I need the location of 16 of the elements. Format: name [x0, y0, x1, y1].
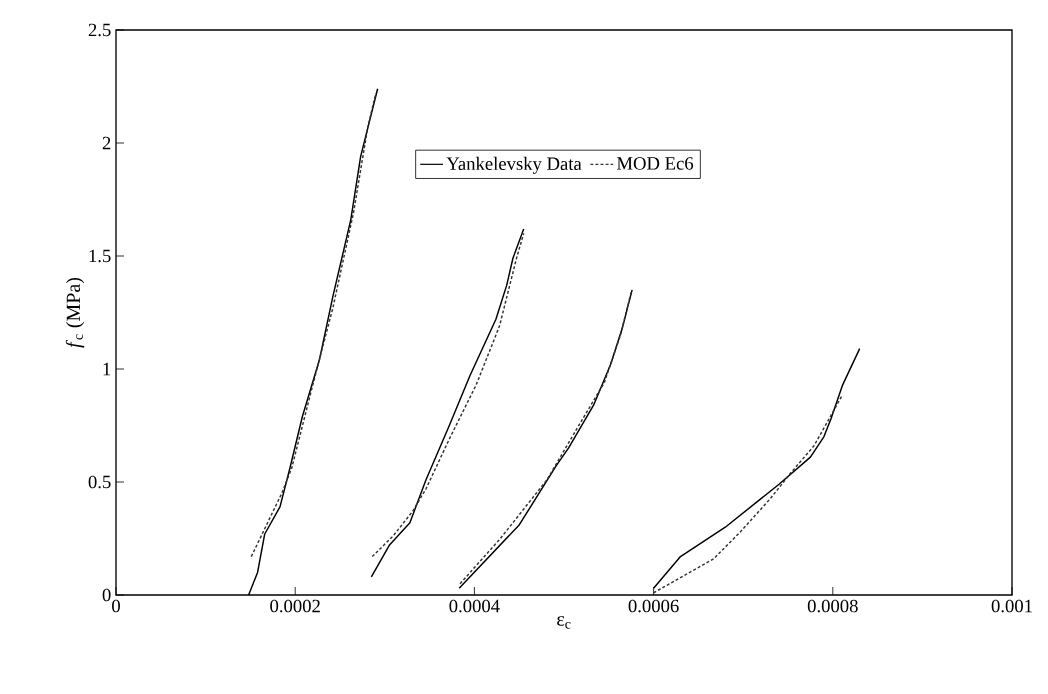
y-tick-label: 1 [103, 362, 111, 376]
y-tick-label: 1.5 [89, 249, 111, 263]
y-tick-label: 0 [102, 588, 111, 602]
x-tick-label: 0.0008 [807, 599, 858, 613]
y-tick-label: 2 [102, 136, 111, 150]
y-axis-title: f$_{c}$ (MPa) [65, 277, 85, 348]
x-tick-label: 0.001 [991, 599, 1032, 613]
y-tick-label: 2.5 [88, 23, 111, 37]
x-axis-title: ε$_{c}$ [557, 616, 571, 629]
legend-label: Yankelevsky Data [446, 156, 582, 174]
x-tick-label: 0.0006 [628, 599, 679, 613]
x-tick-label: 0 [112, 599, 120, 613]
x-tick-label: 0.0002 [270, 599, 320, 613]
x-tick-label: 0.0004 [449, 599, 500, 613]
legend-label: MOD Ec6 [616, 157, 694, 170]
y-tick-label: 0.5 [88, 475, 111, 489]
